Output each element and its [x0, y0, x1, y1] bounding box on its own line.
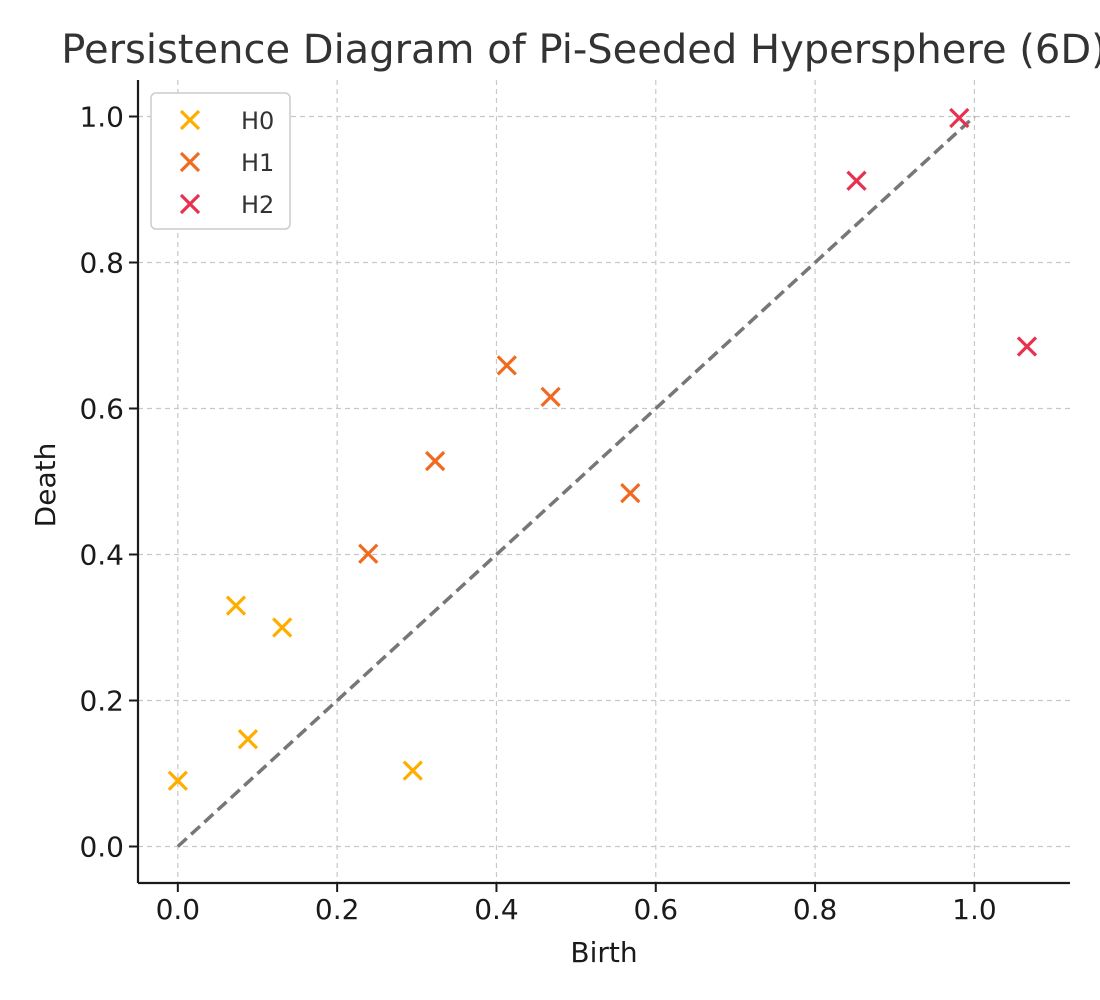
x-tick-label-1: 0.2	[315, 893, 360, 926]
x-tick-label-2: 0.4	[474, 893, 519, 926]
point-h0-3	[272, 617, 293, 638]
legend: H0 H1 H2	[150, 92, 291, 230]
point-h1-0	[358, 543, 379, 564]
point-h0-0	[167, 770, 188, 791]
y-ticks: 0.0 0.2 0.4 0.6 0.8 1.0	[79, 101, 138, 864]
legend-label-h1: H1	[241, 149, 274, 177]
legend-label-h0: H0	[241, 107, 274, 135]
x-tick-label-4: 0.8	[793, 893, 838, 926]
y-tick-label-3: 0.6	[79, 393, 124, 426]
y-tick-label-4: 0.8	[79, 247, 124, 280]
point-h2-2	[1016, 336, 1038, 357]
y-tick-label-1: 0.2	[79, 685, 124, 718]
legend-entry-h1: H1	[179, 149, 274, 177]
y-tick-label-2: 0.4	[79, 539, 124, 572]
point-h1-3	[540, 386, 561, 407]
chart-title: Persistence Diagram of Pi-Seeded Hypersp…	[61, 27, 1100, 73]
grid-lines	[138, 80, 1070, 883]
point-h1-2	[496, 355, 517, 376]
point-h0-2	[237, 729, 259, 750]
diagonal-layer	[176, 115, 976, 848]
x-tick-label-0: 0.0	[156, 893, 201, 926]
legend-label-h2: H2	[241, 191, 274, 219]
x-axis-label: Birth	[570, 936, 637, 969]
point-h1-1	[424, 450, 446, 472]
point-h2-1	[949, 107, 970, 129]
data-points	[167, 107, 1038, 791]
point-h0-4	[402, 760, 423, 781]
y-axis-label: Death	[29, 443, 62, 528]
diagonal-line	[176, 115, 976, 848]
legend-entry-h2: H2	[179, 191, 274, 219]
point-h0-1	[225, 595, 247, 616]
legend-entry-h0: H0	[179, 107, 274, 135]
x-tick-label-5: 1.0	[952, 893, 997, 926]
point-h2-0	[846, 170, 867, 191]
y-tick-label-5: 1.0	[79, 101, 124, 134]
x-tick-label-3: 0.6	[634, 893, 679, 926]
point-h1-4	[620, 483, 641, 504]
x-ticks: 0.0 0.2 0.4 0.6 0.8 1.0	[156, 883, 997, 926]
axes	[136, 80, 1070, 885]
legend-box	[150, 92, 291, 230]
y-tick-label-0: 0.0	[79, 831, 124, 864]
